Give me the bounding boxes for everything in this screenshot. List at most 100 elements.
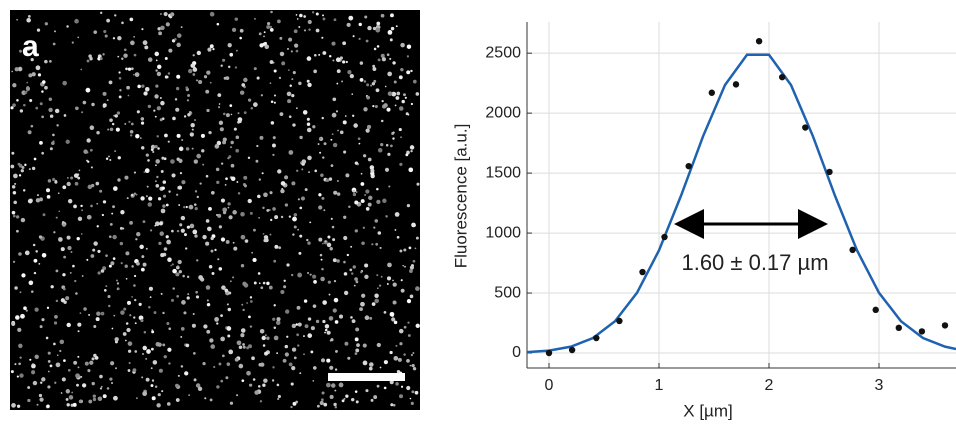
- spot: [209, 11, 215, 17]
- spot: [262, 344, 266, 347]
- spot: [49, 114, 54, 118]
- spot: [320, 358, 326, 363]
- spot: [371, 243, 374, 246]
- spot: [259, 43, 264, 48]
- spot: [154, 115, 157, 118]
- spot: [206, 108, 210, 113]
- spot: [28, 280, 34, 286]
- spot: [193, 159, 199, 164]
- spot: [376, 45, 380, 48]
- spot: [292, 71, 296, 75]
- spot: [400, 136, 403, 139]
- spot: [372, 64, 376, 68]
- spot: [193, 118, 197, 122]
- spot: [75, 292, 78, 295]
- spot: [313, 69, 317, 74]
- spot: [400, 385, 404, 388]
- spot: [336, 180, 339, 182]
- spot: [126, 300, 131, 305]
- spot: [375, 242, 379, 246]
- spot: [49, 59, 52, 63]
- spot: [189, 132, 194, 137]
- spot: [409, 364, 412, 367]
- spot: [307, 82, 312, 88]
- spot: [154, 385, 158, 388]
- spot: [353, 284, 356, 287]
- spot: [114, 150, 117, 153]
- data-point: [895, 324, 902, 332]
- spot: [260, 94, 264, 97]
- spot: [121, 21, 124, 25]
- spot: [274, 244, 279, 249]
- spot: [18, 174, 22, 177]
- spot: [292, 233, 295, 236]
- spot: [240, 333, 245, 338]
- spot: [277, 397, 280, 401]
- spot: [97, 249, 101, 253]
- spot: [75, 106, 79, 111]
- spot: [71, 391, 74, 394]
- spot: [142, 391, 148, 397]
- spot: [376, 274, 379, 277]
- spot: [312, 304, 317, 308]
- spot: [345, 394, 349, 398]
- spot: [113, 186, 118, 191]
- spot: [21, 166, 25, 169]
- spot: [227, 206, 230, 209]
- spot: [181, 180, 186, 185]
- spot: [156, 135, 159, 138]
- spot: [140, 318, 144, 323]
- spot: [41, 377, 46, 382]
- spot: [397, 357, 402, 362]
- spot: [107, 128, 110, 131]
- spot: [81, 209, 84, 212]
- spot: [295, 400, 298, 404]
- spot: [322, 242, 324, 245]
- spot: [402, 93, 406, 97]
- spot: [270, 10, 273, 14]
- spot: [262, 232, 265, 235]
- spot: [151, 330, 155, 334]
- spot: [289, 84, 292, 87]
- spot: [300, 196, 305, 201]
- spot: [303, 15, 307, 18]
- spot: [141, 255, 145, 259]
- spot: [331, 225, 335, 229]
- spot: [34, 307, 39, 312]
- spot: [184, 371, 189, 376]
- spot: [306, 117, 310, 121]
- spot: [151, 396, 156, 401]
- spot: [378, 284, 382, 287]
- spot: [16, 18, 19, 21]
- spot: [70, 176, 74, 180]
- spot: [329, 247, 333, 251]
- spot: [196, 259, 199, 262]
- spot: [293, 29, 298, 34]
- spot: [284, 352, 289, 357]
- spot: [323, 402, 328, 407]
- spot: [269, 28, 274, 32]
- spot: [343, 397, 346, 400]
- spot: [142, 220, 146, 224]
- spot: [380, 275, 383, 278]
- spot: [55, 216, 58, 219]
- spot: [117, 178, 121, 182]
- spot: [232, 241, 235, 244]
- data-point: [918, 328, 926, 335]
- spot: [252, 257, 257, 263]
- spot: [333, 18, 337, 22]
- spot: [96, 130, 100, 135]
- spot: [170, 159, 175, 164]
- spot: [221, 285, 226, 290]
- spot: [73, 173, 79, 178]
- spot: [194, 190, 198, 193]
- spot: [123, 53, 128, 58]
- spot: [297, 272, 303, 278]
- spot: [336, 192, 341, 196]
- spot: [24, 250, 30, 256]
- spot: [108, 264, 112, 268]
- spot: [375, 27, 381, 33]
- spot: [320, 173, 324, 177]
- spot: [271, 143, 276, 148]
- spot: [247, 198, 252, 204]
